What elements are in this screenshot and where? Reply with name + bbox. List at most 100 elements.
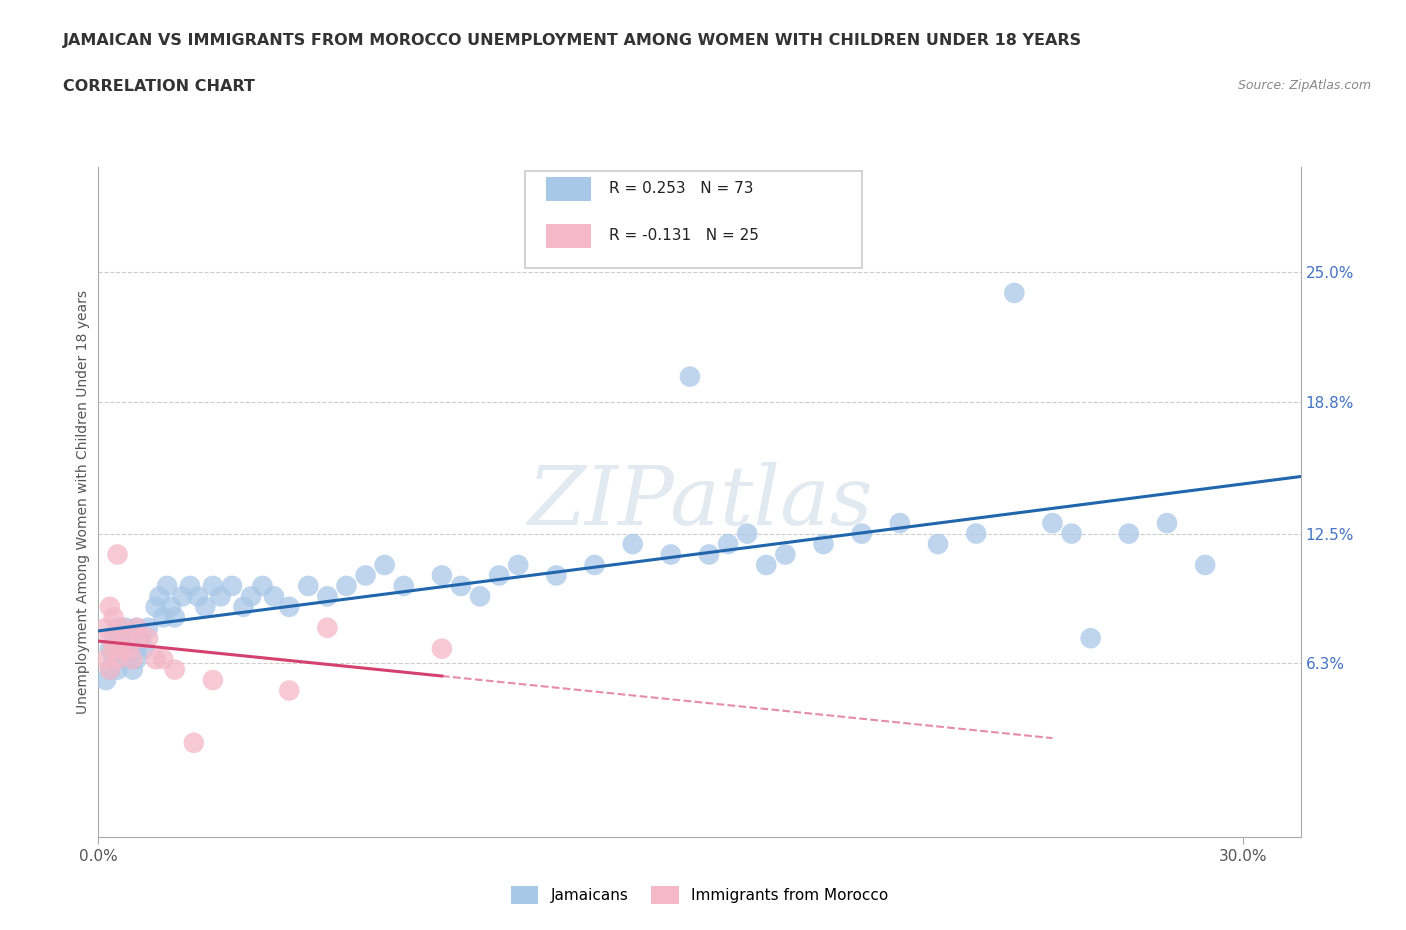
Point	[221, 578, 243, 593]
Point	[107, 652, 129, 667]
Point	[107, 662, 129, 677]
Point	[110, 631, 132, 645]
Point	[621, 537, 644, 551]
Point	[450, 578, 472, 593]
Point	[121, 652, 143, 667]
Point	[209, 589, 232, 604]
Point	[125, 620, 148, 635]
Point	[125, 652, 148, 667]
Point	[94, 620, 117, 635]
Point	[1156, 516, 1178, 531]
Point	[98, 662, 121, 677]
Point	[145, 600, 167, 615]
Y-axis label: Unemployment Among Women with Children Under 18 years: Unemployment Among Women with Children U…	[76, 290, 90, 714]
Point	[160, 600, 183, 615]
Point	[430, 642, 453, 657]
Point	[94, 672, 117, 687]
Point	[583, 558, 606, 573]
Point	[316, 620, 339, 635]
Legend: Jamaicans, Immigrants from Morocco: Jamaicans, Immigrants from Morocco	[505, 880, 894, 910]
Point	[697, 547, 720, 562]
Point	[179, 578, 201, 593]
Point	[755, 558, 778, 573]
Point	[114, 642, 136, 657]
Point	[118, 631, 141, 645]
Point	[278, 600, 301, 615]
Point	[508, 558, 530, 573]
Point	[278, 684, 301, 698]
Point	[148, 589, 170, 604]
Point	[152, 610, 174, 625]
Point	[103, 631, 125, 645]
Point	[1194, 558, 1216, 573]
Point	[129, 631, 152, 645]
Text: Source: ZipAtlas.com: Source: ZipAtlas.com	[1237, 79, 1371, 92]
Point	[201, 672, 224, 687]
Point	[98, 631, 121, 645]
Point	[98, 642, 121, 657]
Point	[136, 620, 159, 635]
Point	[107, 642, 129, 657]
Point	[183, 736, 205, 751]
Point	[263, 589, 285, 604]
Point	[1042, 516, 1064, 531]
Point	[252, 578, 274, 593]
Point	[679, 369, 702, 384]
Point	[194, 600, 217, 615]
Point	[163, 610, 186, 625]
Point	[172, 589, 194, 604]
Point	[103, 652, 125, 667]
Text: CORRELATION CHART: CORRELATION CHART	[63, 79, 254, 94]
Point	[163, 662, 186, 677]
Point	[94, 652, 117, 667]
Point	[316, 589, 339, 604]
Point	[335, 578, 357, 593]
Point	[965, 526, 987, 541]
Point	[114, 620, 136, 635]
Point	[125, 620, 148, 635]
Bar	[546, 223, 592, 247]
Point	[152, 652, 174, 667]
Point	[129, 631, 152, 645]
Point	[98, 600, 121, 615]
Point	[488, 568, 510, 583]
Point	[735, 526, 758, 541]
Point	[110, 642, 132, 657]
Point	[297, 578, 319, 593]
Point	[103, 610, 125, 625]
Point	[110, 620, 132, 635]
Point	[98, 662, 121, 677]
Point	[156, 578, 179, 593]
Point	[775, 547, 797, 562]
Point	[927, 537, 949, 551]
Point	[468, 589, 491, 604]
Point	[1080, 631, 1102, 645]
Point	[1060, 526, 1083, 541]
Point	[201, 578, 224, 593]
Point	[107, 547, 129, 562]
Point	[136, 631, 159, 645]
Point	[121, 662, 143, 677]
Text: ZIPatlas: ZIPatlas	[527, 462, 872, 542]
Point	[118, 652, 141, 667]
Point	[110, 652, 132, 667]
Point	[107, 620, 129, 635]
Point	[717, 537, 740, 551]
Point	[118, 642, 141, 657]
Point	[232, 600, 254, 615]
Text: R = 0.253   N = 73: R = 0.253 N = 73	[609, 181, 754, 196]
Point	[240, 589, 263, 604]
Point	[813, 537, 835, 551]
Point	[851, 526, 873, 541]
Point	[1118, 526, 1140, 541]
Point	[546, 568, 568, 583]
Point	[1002, 286, 1025, 300]
Point	[125, 642, 148, 657]
Point	[145, 652, 167, 667]
Point	[430, 568, 453, 583]
Point	[114, 631, 136, 645]
Point	[659, 547, 682, 562]
Point	[392, 578, 415, 593]
FancyBboxPatch shape	[526, 171, 862, 268]
Point	[121, 642, 143, 657]
